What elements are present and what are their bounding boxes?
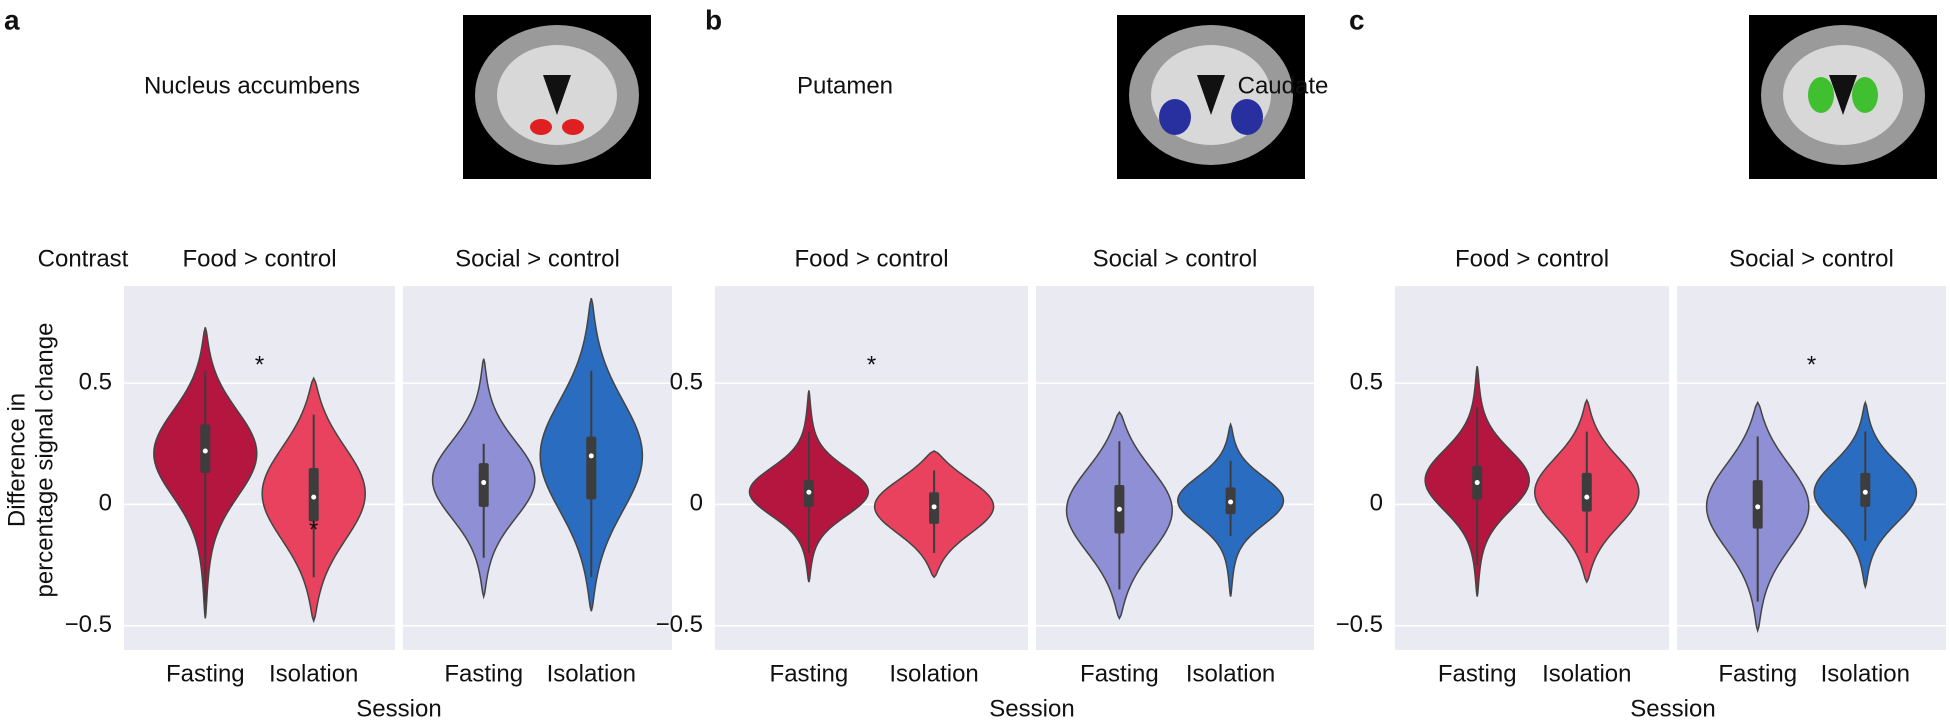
x-tick-label: Isolation (1821, 660, 1910, 687)
region-label: Caudate (1238, 72, 1329, 99)
violin-median (588, 453, 594, 459)
y-tick-label: −0.5 (65, 611, 112, 638)
panel-letter: a (4, 4, 20, 35)
violin-median (1755, 504, 1761, 510)
violin-median (481, 480, 487, 486)
violin-median (1474, 480, 1480, 486)
facet-title: Social > control (1729, 245, 1894, 272)
facet-title: Social > control (1093, 245, 1258, 272)
x-axis-label: Session (356, 695, 441, 722)
significance-marker: * (867, 351, 876, 378)
violin-median (1228, 499, 1234, 505)
violin-median (202, 448, 208, 454)
facet-title: Food > control (794, 245, 948, 272)
y-axis-label: percentage signal change (31, 323, 58, 598)
x-tick-label: Fasting (1080, 660, 1159, 687)
significance-marker: * (309, 516, 318, 543)
x-tick-label: Isolation (1186, 660, 1275, 687)
brain-image (1117, 15, 1305, 179)
violin-median (1116, 506, 1122, 512)
y-tick-label: 0.5 (79, 368, 112, 395)
facet-background (1036, 286, 1314, 650)
x-tick-label: Fasting (444, 660, 523, 687)
contrast-label: Contrast (38, 245, 129, 272)
x-tick-label: Isolation (269, 660, 358, 687)
x-tick-label: Fasting (1438, 660, 1517, 687)
x-axis-label: Session (1630, 695, 1715, 722)
facet-background (1677, 286, 1946, 650)
y-tick-label: 0 (99, 490, 112, 517)
x-axis-label: Session (989, 695, 1074, 722)
violin-box (1581, 472, 1592, 512)
panel-letter: c (1349, 4, 1365, 35)
panel-letter: b (705, 4, 722, 35)
violin-median (1584, 494, 1590, 500)
facet-title: Food > control (1455, 245, 1609, 272)
x-tick-label: Isolation (547, 660, 636, 687)
y-axis-label: Difference in (3, 393, 30, 527)
significance-marker: * (1807, 351, 1816, 378)
y-tick-label: 0.5 (670, 368, 703, 395)
y-tick-label: 0 (1370, 490, 1383, 517)
region-label: Putamen (797, 72, 893, 99)
violin-median (931, 504, 937, 510)
x-tick-label: Fasting (166, 660, 245, 687)
y-tick-label: 0.5 (1350, 368, 1383, 395)
x-tick-label: Fasting (1718, 660, 1797, 687)
violin-median (311, 494, 317, 500)
brain-image (463, 15, 651, 179)
facet-background (715, 286, 1028, 650)
significance-marker: * (255, 351, 264, 378)
violin-box (586, 436, 597, 500)
y-tick-label: −0.5 (656, 611, 703, 638)
x-tick-label: Fasting (770, 660, 849, 687)
y-tick-label: 0 (690, 490, 703, 517)
facet-title: Social > control (455, 245, 620, 272)
brain-image (1749, 15, 1937, 179)
facet-title: Food > control (182, 245, 336, 272)
x-tick-label: Isolation (1542, 660, 1631, 687)
y-tick-label: −0.5 (1336, 611, 1383, 638)
violin-median (806, 489, 812, 495)
x-tick-label: Isolation (889, 660, 978, 687)
region-label: Nucleus accumbens (144, 72, 360, 99)
violin-median (1862, 489, 1868, 495)
